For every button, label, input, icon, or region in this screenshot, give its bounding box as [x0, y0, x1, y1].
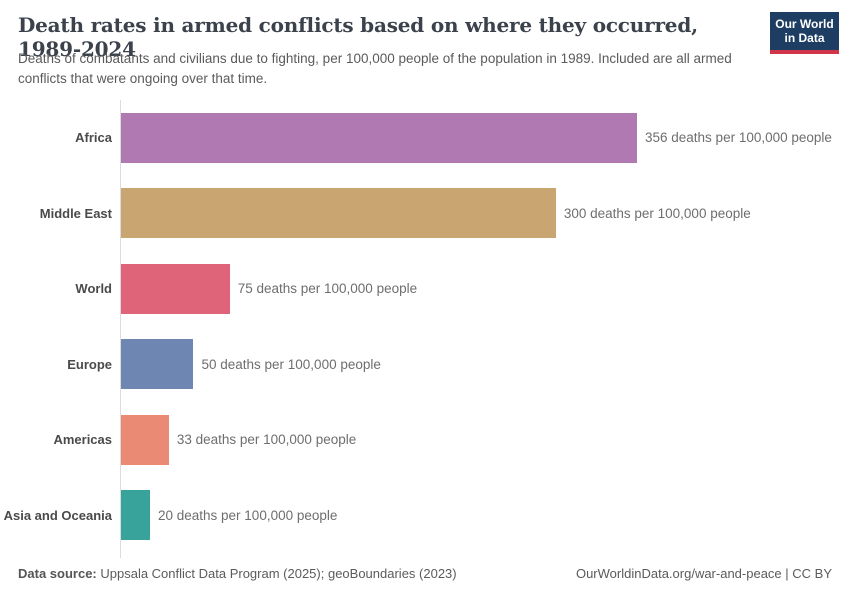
- category-label: Africa: [75, 130, 112, 146]
- bar-asia-and-oceania: [121, 490, 150, 541]
- bar-world: [121, 263, 230, 314]
- value-label: 33 deaths per 100,000 people: [176, 432, 357, 448]
- bar-row: Europe 50 deaths per 100,000 people: [0, 327, 850, 403]
- chart-footer: Data source: Uppsala Conflict Data Progr…: [0, 566, 850, 581]
- value-label: 300 deaths per 100,000 people: [563, 205, 751, 221]
- bar-rows: Africa 356 deaths per 100,000 people Middl…: [0, 100, 850, 553]
- category-label: Americas: [53, 432, 112, 448]
- value-label: 20 deaths per 100,000 people: [157, 507, 338, 523]
- bar-africa: [121, 112, 637, 163]
- chart-title: Death rates in armed conflicts based on …: [18, 13, 698, 61]
- data-source-note: Data source: Uppsala Conflict Data Progr…: [18, 566, 457, 581]
- data-source-label: Data source:: [18, 566, 97, 581]
- owid-logo: Our World in Data: [770, 12, 839, 54]
- category-label: World: [75, 281, 112, 297]
- data-source-text: Uppsala Conflict Data Program (2025); ge…: [96, 566, 457, 581]
- y-axis-line: [120, 100, 121, 558]
- category-label: Middle East: [39, 205, 112, 221]
- bar-row: Africa 356 deaths per 100,000 people: [0, 100, 850, 176]
- owid-logo-line1: Our World: [775, 17, 834, 31]
- bar-row: World 75 deaths per 100,000 people: [0, 251, 850, 327]
- value-label: 356 deaths per 100,000 people: [645, 130, 832, 146]
- bar-europe: [121, 339, 194, 390]
- bar-chart: Africa 356 deaths per 100,000 people Middl…: [0, 100, 850, 558]
- owid-logo-line2: in Data: [784, 31, 825, 45]
- chart-subtitle: Deaths of combatants and civilians due t…: [18, 51, 732, 86]
- value-label: 50 deaths per 100,000 people: [201, 356, 381, 372]
- owid-url-link[interactable]: OurWorldinData.org/war-and-peace | CC BY: [575, 566, 832, 581]
- bar-middle-east: [121, 188, 556, 239]
- bar-row: Americas 33 deaths per 100,000 people: [0, 402, 850, 478]
- category-label: Europe: [67, 356, 112, 372]
- bar-americas: [121, 414, 169, 465]
- bar-row: Asia and Oceania 20 deaths per 100,000 pe…: [0, 478, 850, 554]
- bar-row: Middle East 300 deaths per 100,000 people: [0, 176, 850, 252]
- category-label: Asia and Oceania: [3, 507, 112, 523]
- value-label: 75 deaths per 100,000 people: [237, 281, 418, 297]
